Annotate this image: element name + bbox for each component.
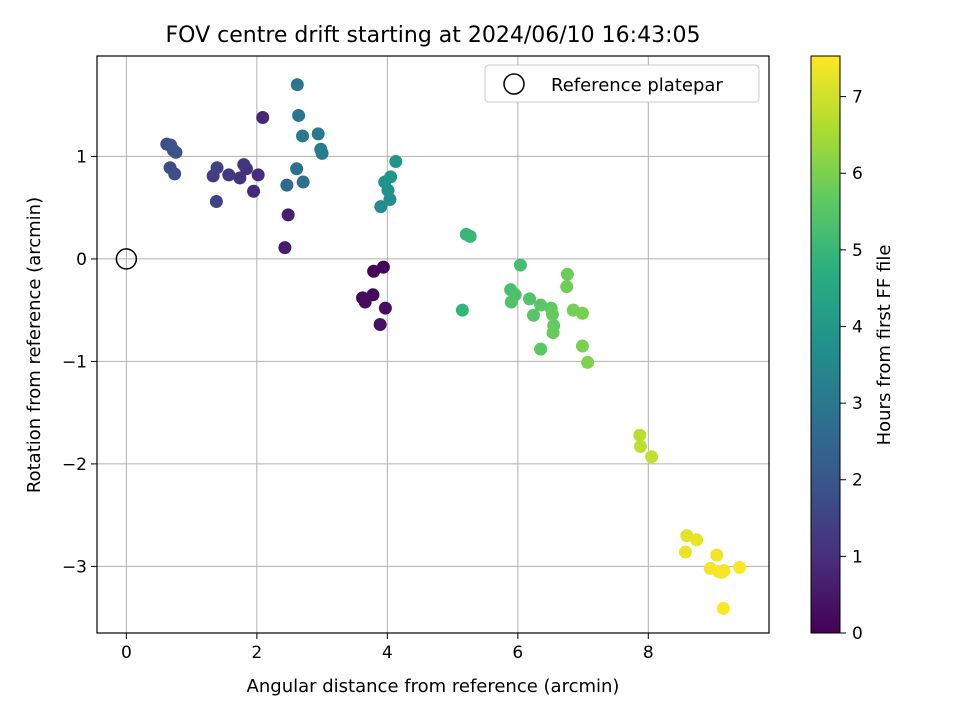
data-point	[222, 168, 236, 182]
data-point	[169, 145, 183, 159]
data-point	[717, 563, 731, 577]
data-point	[534, 342, 548, 356]
data-point	[575, 306, 589, 320]
data-point	[633, 439, 647, 453]
colorbar-tick-label: 4	[852, 317, 863, 337]
plot-frame	[96, 55, 770, 634]
data-point	[526, 308, 540, 322]
data-point	[455, 303, 469, 317]
legend: Reference platepar	[484, 64, 760, 103]
data-point	[384, 170, 398, 184]
legend-box	[484, 64, 760, 103]
x-tick-label: 0	[121, 643, 132, 663]
data-point	[373, 318, 387, 332]
data-point	[281, 208, 295, 222]
colorbar-gradient	[810, 55, 841, 634]
data-point	[378, 301, 392, 315]
legend-label: Reference platepar	[551, 75, 723, 96]
colorbar-tick-label: 0	[852, 624, 863, 644]
data-point	[680, 529, 694, 543]
y-tick-label: −1	[62, 352, 87, 372]
y-tick-label: −3	[62, 557, 87, 577]
data-point	[209, 195, 223, 209]
data-point	[560, 280, 574, 294]
colorbar: 0 1 2 3 4 5 6 7 Hours from first FF file	[810, 55, 895, 644]
reference-platepar-marker	[115, 248, 138, 270]
data-point	[247, 184, 261, 198]
data-point	[463, 229, 477, 243]
data-point	[633, 428, 647, 442]
data-point	[716, 601, 730, 615]
colorbar-ticks: 0 1 2 3 4 5 6 7	[840, 88, 863, 644]
x-tick-label: 2	[251, 643, 262, 663]
data-point	[280, 178, 294, 192]
colorbar-tick-label: 7	[852, 88, 863, 108]
grid-lines	[97, 56, 769, 633]
data-point	[546, 326, 560, 340]
data-point	[523, 292, 537, 306]
y-tick-label: −2	[62, 455, 87, 475]
data-point	[545, 307, 559, 321]
y-axis-label: Rotation from reference (arcmin)	[24, 197, 45, 493]
y-tick-label: 0	[76, 250, 87, 270]
data-point	[168, 167, 182, 181]
data-point	[581, 355, 595, 369]
x-axis-label: Angular distance from reference (arcmin)	[247, 676, 620, 697]
data-point	[534, 298, 548, 312]
data-point	[645, 450, 659, 464]
data-point	[376, 260, 390, 274]
data-point	[233, 171, 247, 185]
data-point	[278, 241, 292, 255]
data-point	[733, 560, 747, 574]
data-point	[513, 258, 527, 272]
x-tick-label: 4	[382, 643, 393, 663]
data-point	[710, 548, 724, 562]
data-point	[292, 108, 306, 122]
colorbar-tick-label: 6	[852, 164, 863, 184]
data-point	[237, 158, 251, 172]
data-point	[374, 200, 388, 214]
data-point	[678, 545, 692, 559]
data-point	[311, 127, 325, 141]
colorbar-tick-label: 1	[852, 547, 863, 567]
colorbar-label: Hours from first FF file	[874, 245, 895, 446]
data-point	[504, 295, 518, 309]
colorbar-tick-label: 3	[852, 394, 863, 414]
x-axis: 0 2 4 6 8	[121, 633, 654, 663]
y-tick-label: 1	[76, 147, 87, 167]
data-point	[290, 162, 304, 176]
x-tick-label: 6	[512, 643, 523, 663]
data-point	[367, 264, 381, 278]
y-axis: 1 0 −1 −2 −3	[62, 147, 97, 577]
colorbar-tick-label: 2	[852, 471, 863, 491]
data-point	[210, 161, 224, 175]
data-point	[315, 146, 329, 160]
data-point	[690, 533, 704, 547]
data-point	[296, 129, 310, 143]
data-point	[290, 78, 304, 92]
data-point	[256, 110, 270, 124]
data-point	[560, 267, 574, 281]
data-point	[575, 339, 589, 353]
data-point	[251, 168, 265, 182]
colorbar-tick-label: 5	[852, 241, 863, 261]
legend-marker-icon	[503, 73, 525, 95]
data-points	[160, 78, 747, 615]
data-point	[389, 155, 403, 169]
x-tick-label: 8	[643, 643, 654, 663]
data-point	[358, 295, 372, 309]
chart-title: FOV centre drift starting at 2024/06/10 …	[166, 23, 701, 48]
data-point	[296, 175, 310, 189]
